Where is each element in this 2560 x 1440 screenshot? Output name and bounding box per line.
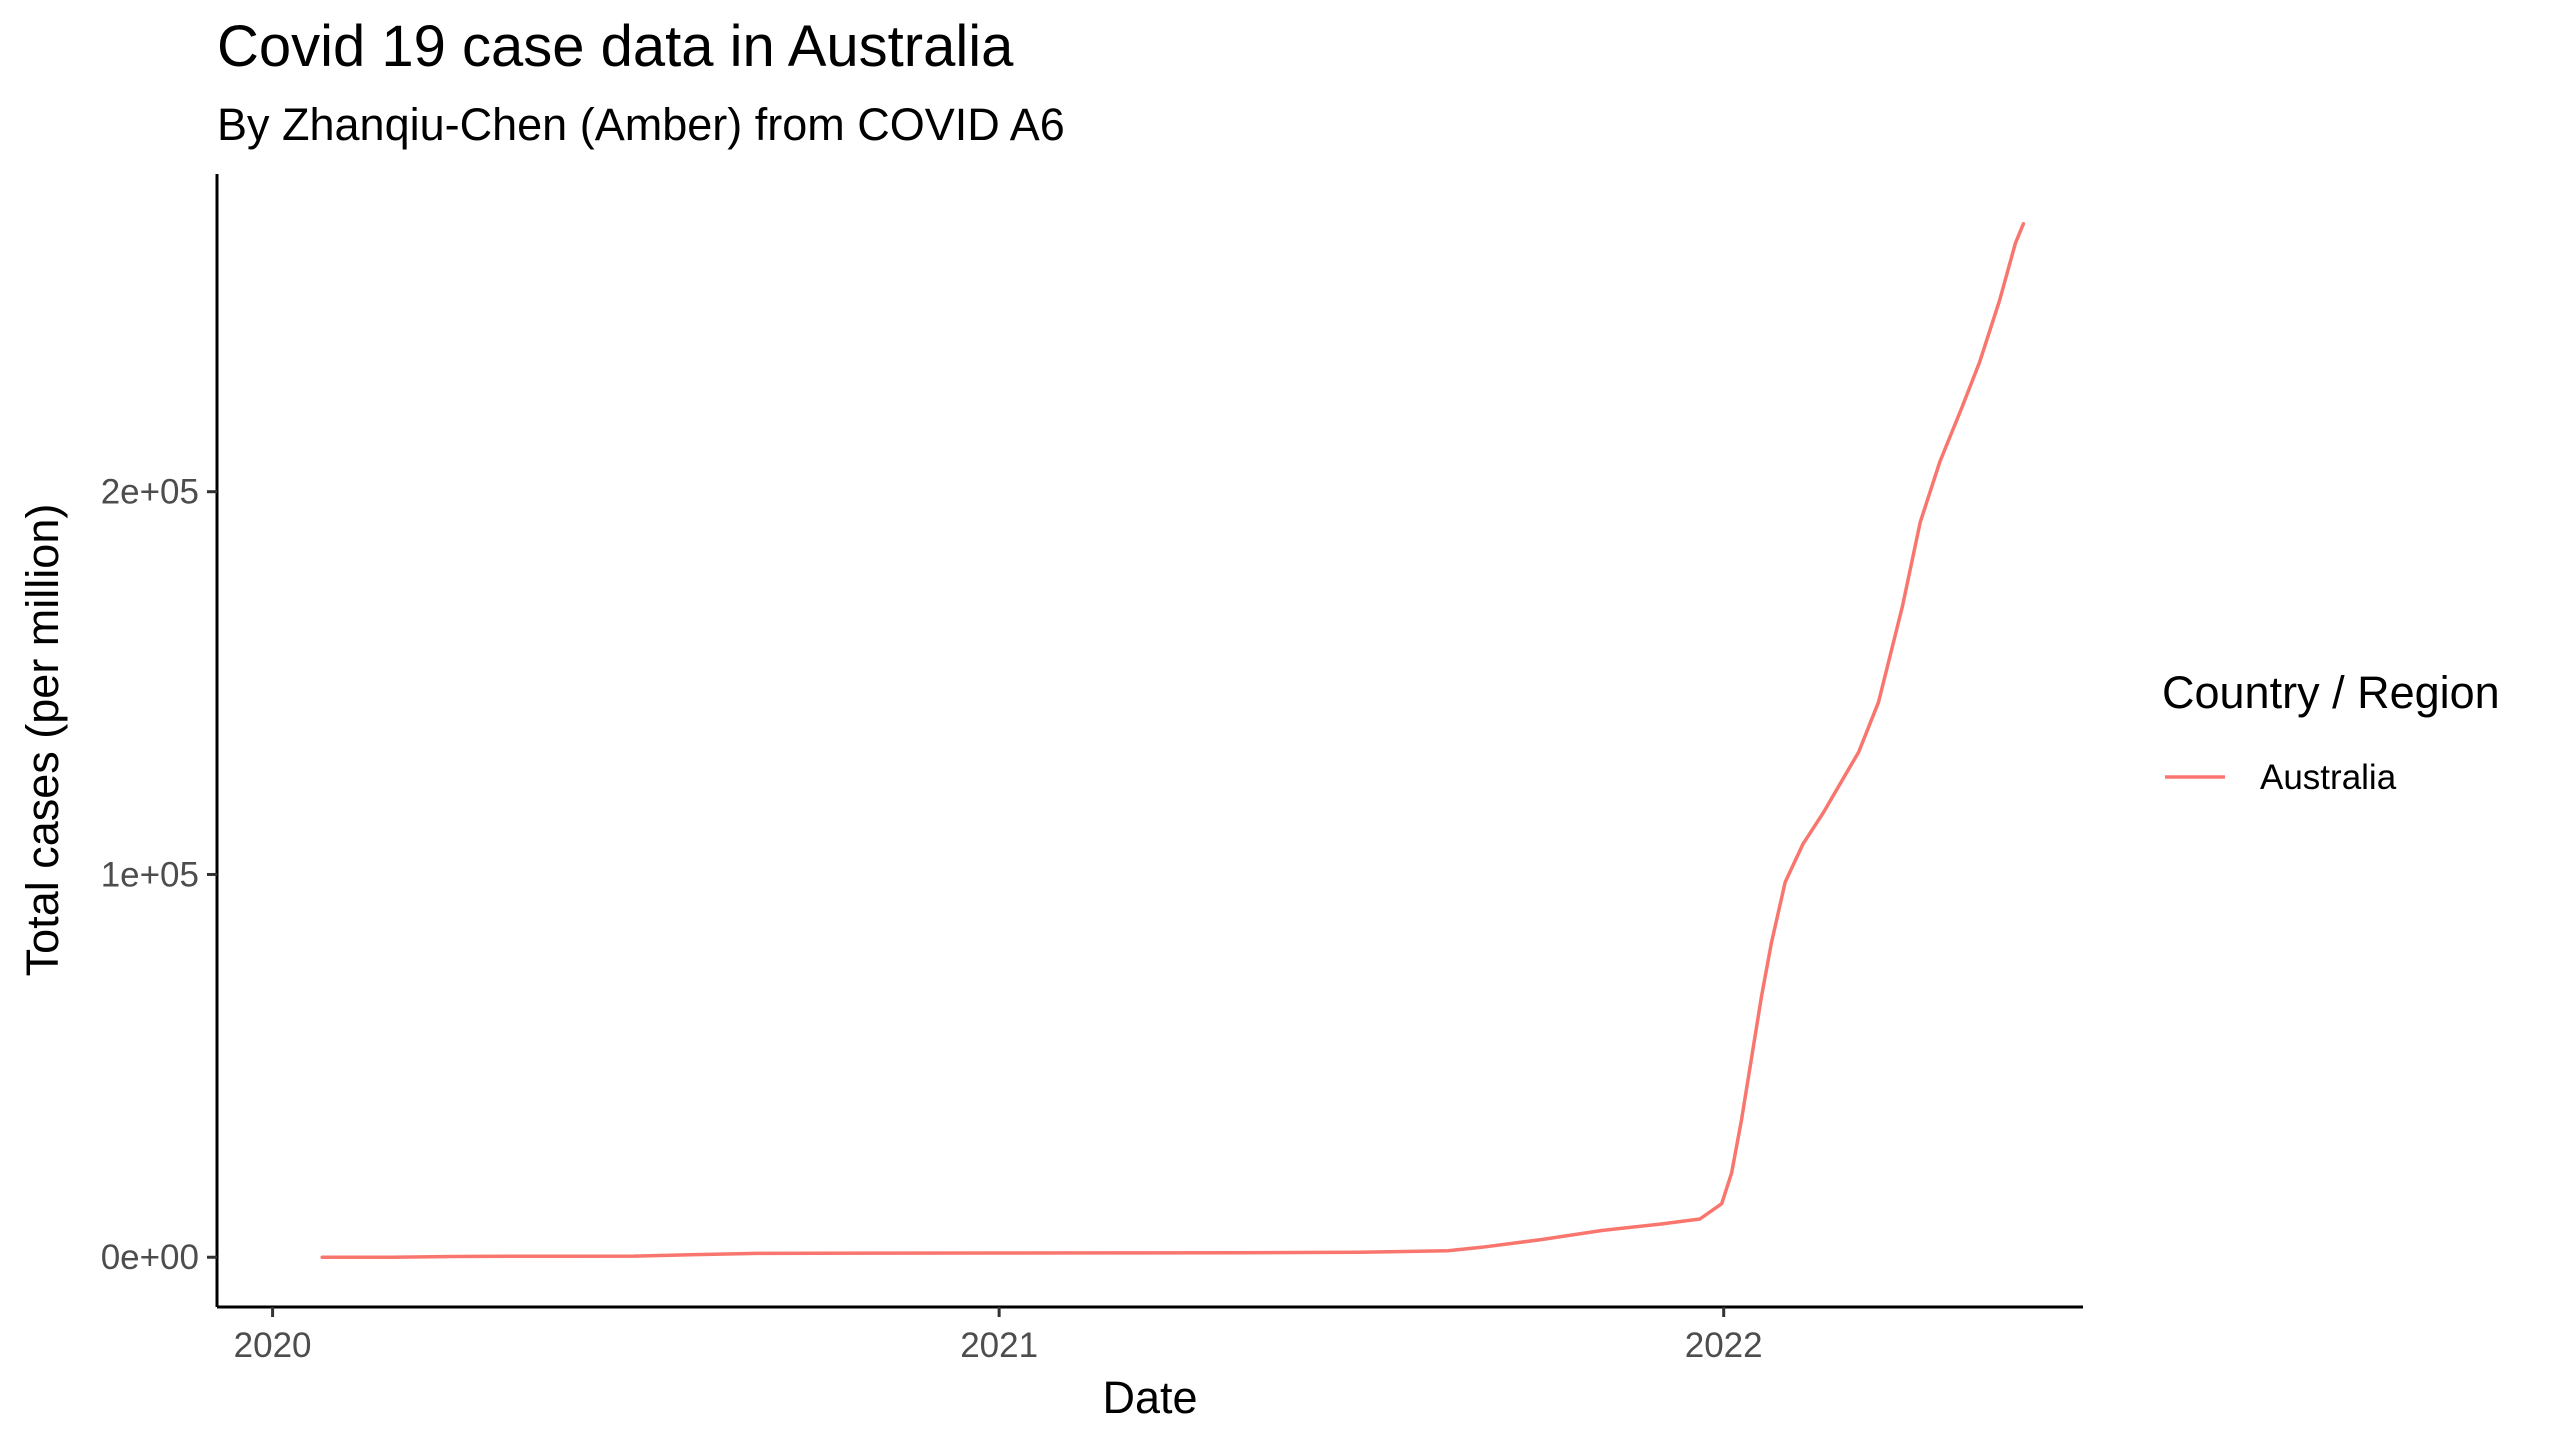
legend-label: Australia bbox=[2260, 758, 2397, 797]
x-ticks: 2020 2021 2022 bbox=[234, 1307, 1763, 1365]
y-tick-label: 2e+05 bbox=[101, 473, 199, 512]
chart-title: Covid 19 case data in Australia bbox=[217, 14, 1014, 79]
x-tick-label: 2022 bbox=[1685, 1326, 1763, 1365]
x-tick-label: 2020 bbox=[234, 1326, 312, 1365]
y-tick-label: 0e+00 bbox=[101, 1238, 199, 1277]
legend: Country / Region Australia bbox=[2162, 667, 2500, 797]
chart-subtitle: By Zhanqiu-Chen (Amber) from COVID A6 bbox=[217, 99, 1065, 150]
series-layer bbox=[320, 222, 2026, 1259]
legend-title: Country / Region bbox=[2162, 667, 2500, 718]
y-ticks: 0e+00 1e+05 2e+05 bbox=[101, 473, 217, 1277]
x-tick-label: 2021 bbox=[960, 1326, 1038, 1365]
plot-area: 0e+00 1e+05 2e+05 2020 2021 2022 bbox=[101, 174, 2083, 1365]
series-line-australia bbox=[320, 222, 2026, 1259]
legend-items: Australia bbox=[2165, 758, 2397, 797]
x-axis-title: Date bbox=[1102, 1372, 1197, 1423]
y-axis-title: Total cases (per million) bbox=[17, 504, 68, 977]
y-tick-label: 1e+05 bbox=[101, 855, 199, 894]
